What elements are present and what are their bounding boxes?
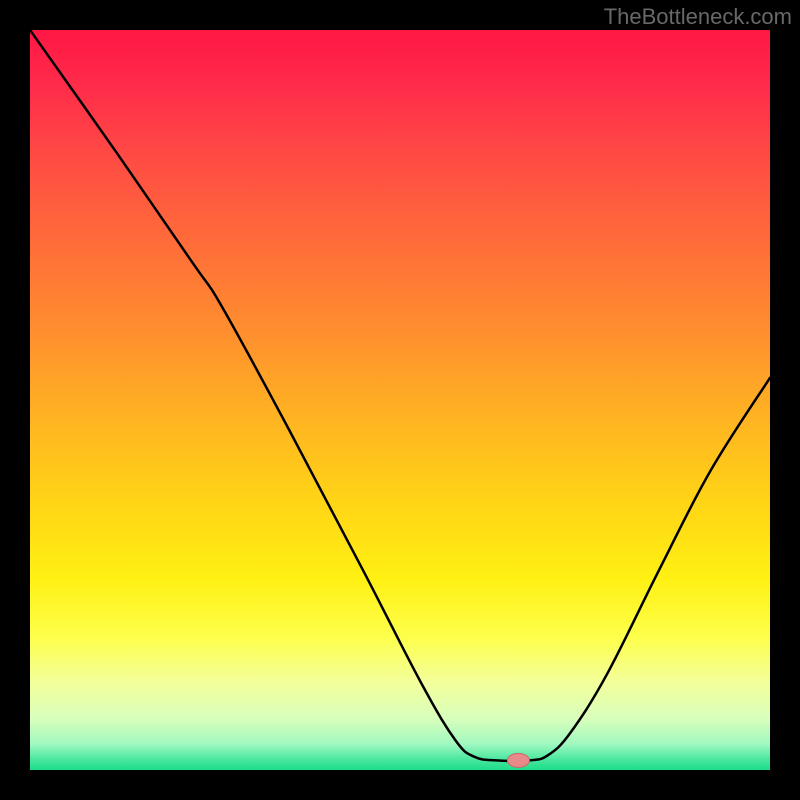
watermark-text: TheBottleneck.com: [604, 4, 792, 30]
minimum-marker: [507, 753, 529, 767]
bottleneck-curve: [30, 30, 770, 761]
chart-plot-area: [30, 30, 770, 770]
curve-layer: [30, 30, 770, 770]
